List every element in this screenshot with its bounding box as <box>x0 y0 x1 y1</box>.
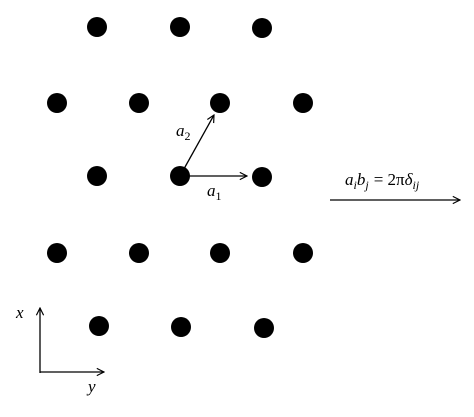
eq-middle: = 2π <box>374 170 405 189</box>
lattice-point <box>210 93 230 113</box>
lattice-point <box>170 17 190 37</box>
axis-x-label: x <box>15 303 24 322</box>
lattice-point <box>252 18 272 38</box>
eq-symbol: b <box>357 170 366 189</box>
lattice-point <box>89 316 109 336</box>
lattice-point <box>47 243 67 263</box>
lattice-point <box>129 93 149 113</box>
axis-y-label: y <box>86 377 96 396</box>
label-a2: a2 <box>176 121 191 143</box>
eq-subscript: i <box>354 178 357 192</box>
label-a1: a1 <box>207 181 222 203</box>
label-base: a <box>207 181 216 200</box>
lattice-point <box>293 243 313 263</box>
lattice-point <box>293 93 313 113</box>
eq-symbol: δ <box>405 170 414 189</box>
vector-a2 <box>179 115 214 177</box>
lattice <box>47 17 313 338</box>
eq-subscript: j <box>363 178 369 192</box>
lattice-point <box>252 167 272 187</box>
lattice-point <box>47 93 67 113</box>
eq-subscript: ij <box>413 178 420 192</box>
label-base: a <box>176 121 185 140</box>
lattice-point <box>87 166 107 186</box>
lattice-point <box>171 317 191 337</box>
label-sub: 2 <box>185 129 191 143</box>
lattice-point <box>210 243 230 263</box>
lattice-point <box>87 17 107 37</box>
lattice-point <box>129 243 149 263</box>
lattice-point <box>254 318 274 338</box>
label-sub: 1 <box>216 189 222 203</box>
eq-symbol: a <box>345 170 354 189</box>
equation: aibj = 2πδij <box>345 170 420 192</box>
